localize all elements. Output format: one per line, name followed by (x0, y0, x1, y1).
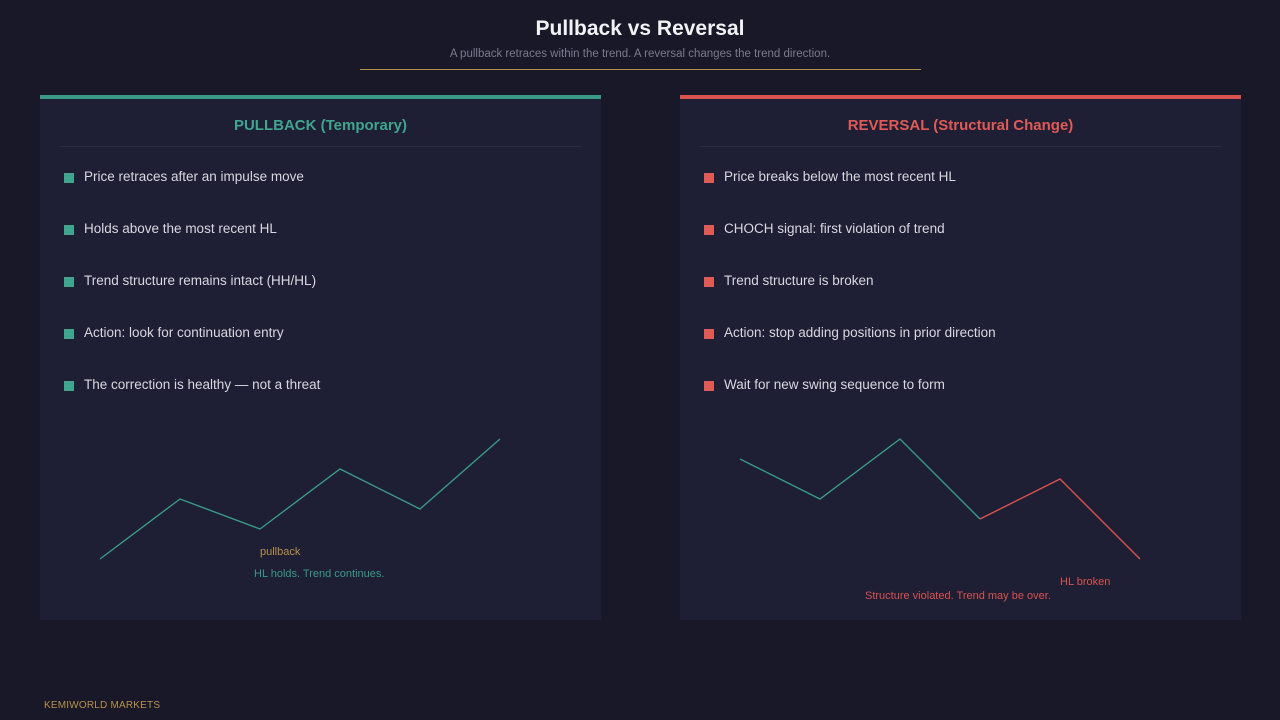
bullet-text: The correction is healthy — not a threat (84, 377, 321, 392)
reversal-hl-broken-label: HL broken (1060, 576, 1110, 588)
bullet-text: Trend structure remains intact (HH/HL) (84, 273, 317, 288)
reversal-divider (700, 146, 1221, 147)
pullback-label: pullback (260, 546, 301, 558)
bullet-square-icon (64, 381, 74, 391)
page-subtitle: A pullback retraces within the trend. A … (449, 48, 831, 60)
bullet-text: CHOCH signal: first violation of trend (724, 221, 945, 236)
bullet-square-icon (704, 381, 714, 391)
pullback-heading: PULLBACK (Temporary) (233, 117, 408, 134)
title-divider (360, 69, 921, 70)
bullet-text: Price retraces after an impulse move (84, 169, 304, 184)
page-title: Pullback vs Reversal (535, 17, 745, 40)
reversal-uptrend-line (739, 438, 981, 520)
pullback-panel: PULLBACK (Temporary) Price retraces afte… (40, 95, 601, 620)
bullet-square-icon (64, 225, 74, 235)
bullet-square-icon (704, 173, 714, 183)
reversal-break-line (979, 478, 1141, 560)
bullet-text: Trend structure is broken (724, 273, 874, 288)
bullet-text: Price breaks below the most recent HL (724, 169, 956, 184)
bullet-text: Action: stop adding positions in prior d… (724, 325, 996, 340)
bullet-square-icon (704, 225, 714, 235)
bullet-square-icon (704, 277, 714, 287)
reversal-caption: Structure violated. Trend may be over. (865, 590, 1051, 602)
bullet-square-icon (64, 173, 74, 183)
reversal-heading: REVERSAL (Structural Change) (847, 117, 1074, 134)
footer-brand: KEMIWORLD MARKETS (44, 700, 161, 711)
bullet-text: Action: look for continuation entry (84, 325, 284, 340)
pullback-price-line (99, 438, 501, 560)
bullet-square-icon (704, 329, 714, 339)
bullet-text: Wait for new swing sequence to form (724, 377, 945, 392)
bullet-square-icon (64, 277, 74, 287)
pullback-caption: HL holds. Trend continues. (254, 568, 384, 580)
pullback-divider (60, 146, 581, 147)
bullet-square-icon (64, 329, 74, 339)
bullet-text: Holds above the most recent HL (84, 221, 277, 236)
reversal-diagram: HL broken Structure violated. Trend may … (739, 438, 1141, 602)
reversal-panel: REVERSAL (Structural Change) Price break… (680, 95, 1241, 620)
pullback-diagram: pullback HL holds. Trend continues. (99, 438, 501, 580)
